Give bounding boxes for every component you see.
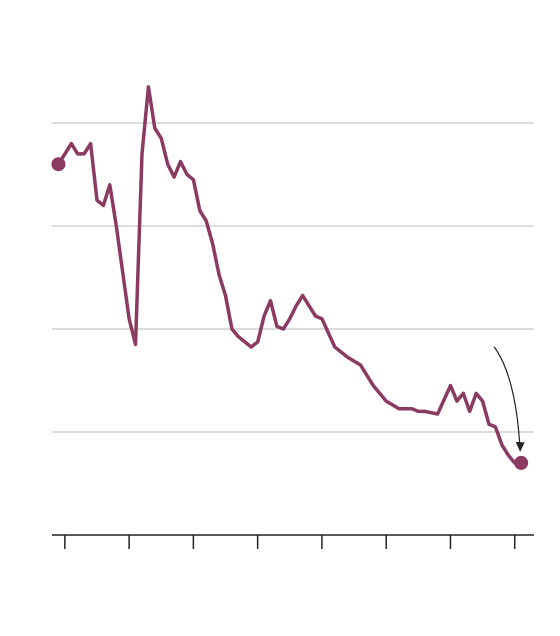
- series-line-0: [56, 85, 523, 465]
- annotation-layer: [493, 346, 525, 452]
- start-point-marker: [51, 157, 66, 172]
- series-layer: [51, 85, 529, 470]
- end-point-marker: [514, 455, 529, 470]
- annotation-arrow: [493, 346, 521, 451]
- x-axis: [52, 534, 534, 549]
- annotation-arrowhead: [515, 441, 525, 452]
